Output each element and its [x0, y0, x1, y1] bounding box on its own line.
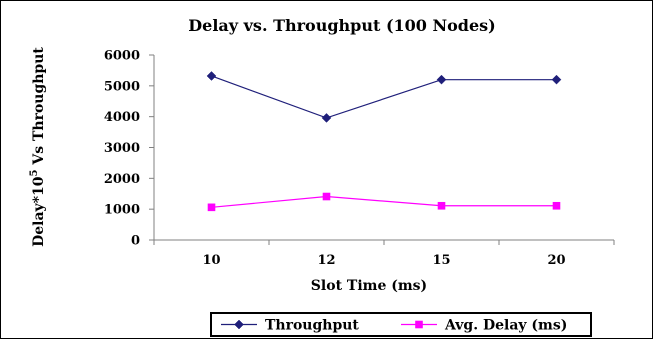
y-axis-title-text: Delay*105 Vs Throughput: [29, 47, 47, 247]
throughput-data-point: [436, 74, 447, 85]
legend: Throughput Avg. Delay (ms): [210, 312, 592, 337]
avg-delay-ms-data-point: [207, 203, 216, 212]
chart-title: Delay vs. Throughput (100 Nodes): [188, 16, 495, 35]
y-tick-label: 3000: [104, 141, 140, 156]
y-axis-title-superscript: 5: [29, 169, 40, 176]
throughput-data-point: [206, 71, 217, 81]
avg-delay-ms-data-point: [552, 201, 561, 210]
y-axis-title-prefix: Delay*10: [31, 176, 47, 247]
avg-delay-ms-data-point: [437, 201, 446, 210]
x-tick-label: 10: [202, 253, 220, 268]
legend-marker-throughput: [234, 319, 244, 330]
y-tick-label: 4000: [104, 110, 140, 125]
y-tick-label: 1000: [104, 203, 140, 218]
avg-delay-ms-data-point: [322, 192, 331, 201]
legend-marker-avg-delay-ms: [415, 320, 423, 329]
x-tick-label: 12: [317, 253, 335, 268]
avg-delay-ms-series-line: [211, 195, 557, 208]
x-tick-label: 15: [432, 253, 450, 268]
legend-label-throughput: Throughput: [265, 318, 359, 334]
y-tick-label: 6000: [104, 49, 140, 64]
plot-area: 0 1000 2000 3000 4000 5000 6000 10 12 15 20: [104, 49, 615, 268]
throughput-data-point: [551, 74, 562, 85]
x-axis-title: Slot Time (ms): [311, 278, 427, 294]
y-tick-label: 5000: [104, 79, 140, 94]
throughput-series-line: [211, 75, 557, 119]
y-axis-title: Delay*105 Vs Throughput: [29, 47, 47, 247]
y-tick-label: 0: [131, 234, 140, 249]
y-tick-label: 2000: [104, 172, 140, 187]
legend-label-avg-delay-ms: Avg. Delay (ms): [444, 318, 567, 334]
y-axis-title-suffix: Vs Throughput: [31, 47, 47, 170]
throughput-data-point: [321, 113, 332, 123]
x-tick-label: 20: [547, 253, 565, 268]
